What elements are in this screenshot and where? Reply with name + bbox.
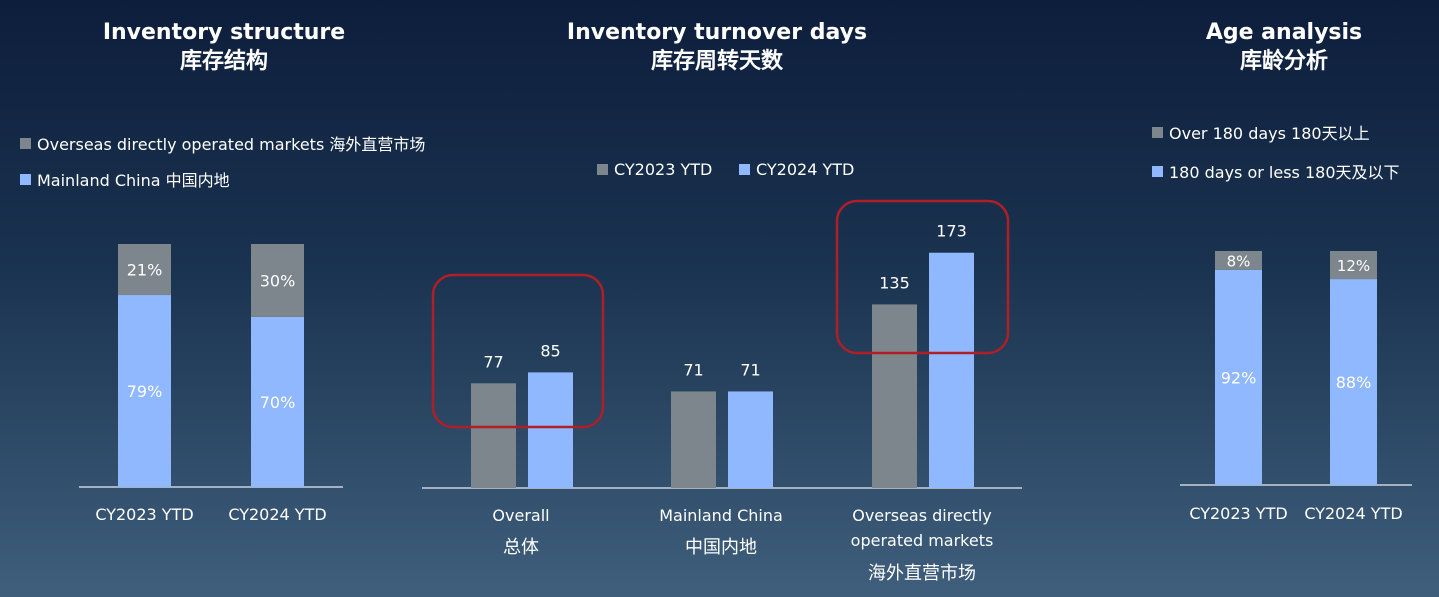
legend-label: CY2024 YTD bbox=[756, 160, 855, 179]
bar-cy2024 bbox=[528, 372, 573, 488]
data-label: 30% bbox=[260, 271, 296, 290]
bar-overseas bbox=[118, 244, 171, 296]
bar-cy2024 bbox=[929, 252, 974, 488]
turnover-legend-2023: CY2023 YTD bbox=[597, 160, 712, 179]
bar-over-180 bbox=[1215, 251, 1262, 270]
data-label: 21% bbox=[127, 261, 163, 280]
turnover-title-zh: 库存周转天数 bbox=[650, 49, 783, 74]
legend-label: 180 days or less 180天及以下 bbox=[1169, 163, 1400, 182]
data-label: 70% bbox=[260, 393, 296, 412]
turnover-legend-2024: CY2024 YTD bbox=[739, 160, 854, 179]
x-tick-label-zh: 总体 bbox=[503, 537, 539, 558]
data-label: 77 bbox=[483, 352, 503, 371]
age-legend-over180: Over 180 days 180天以上 bbox=[1152, 120, 1370, 144]
highlight-box-overall bbox=[431, 273, 605, 429]
legend-swatch-blue bbox=[1152, 165, 1163, 177]
x-tick-label-zh: 海外直营市场 bbox=[868, 563, 976, 584]
bar-mainland bbox=[251, 316, 304, 487]
x-tick-label: CY2023 YTD bbox=[95, 505, 193, 524]
turnover-title-en: Inventory turnover days bbox=[566, 20, 868, 45]
data-label: 85 bbox=[540, 341, 560, 360]
data-label: 71 bbox=[740, 360, 760, 379]
data-label: 173 bbox=[936, 222, 967, 241]
bar-cy2024 bbox=[728, 391, 773, 488]
legend-label: Over 180 days 180天以上 bbox=[1169, 124, 1370, 143]
legend-label: Overseas directly operated markets 海外直营市… bbox=[37, 135, 426, 154]
legend-swatch-gray bbox=[597, 164, 608, 175]
x-tick-label: operated markets bbox=[851, 531, 994, 550]
x-tick-label: CY2023 YTD bbox=[1189, 504, 1287, 523]
age-title-en: Age analysis bbox=[1205, 20, 1363, 45]
bar-mainland bbox=[118, 295, 171, 487]
data-label: 92% bbox=[1221, 368, 1257, 387]
structure-legend-mainland: Mainland China 中国内地 bbox=[20, 167, 230, 191]
data-label: 135 bbox=[879, 273, 910, 292]
x-tick-label-zh: 中国内地 bbox=[685, 537, 757, 558]
legend-label: Mainland China 中国内地 bbox=[37, 171, 230, 190]
bar-cy2023 bbox=[872, 304, 917, 488]
x-tick-label: Overseas directly bbox=[852, 506, 992, 525]
age-legend-180less: 180 days or less 180天及以下 bbox=[1152, 159, 1400, 183]
bar-over-180 bbox=[1330, 251, 1377, 280]
bar-180-or-less bbox=[1215, 269, 1262, 485]
structure-title: Inventory structure 库存结构 bbox=[74, 18, 374, 76]
data-label: 79% bbox=[127, 382, 163, 401]
legend-swatch-gray bbox=[1152, 126, 1163, 138]
highlight-box-overseas bbox=[835, 199, 1010, 355]
bar-cy2023 bbox=[671, 391, 716, 488]
structure-title-en: Inventory structure bbox=[102, 20, 346, 45]
age-title-zh: 库龄分析 bbox=[1239, 49, 1328, 74]
x-tick-label: Mainland China bbox=[659, 506, 783, 525]
data-label: 12% bbox=[1337, 257, 1370, 275]
data-label: 88% bbox=[1336, 373, 1372, 392]
structure-legend-overseas: Overseas directly operated markets 海外直营市… bbox=[20, 131, 425, 155]
turnover-title: Inventory turnover days 库存周转天数 bbox=[517, 18, 917, 76]
data-label: 71 bbox=[683, 360, 703, 379]
legend-swatch-blue bbox=[739, 164, 750, 175]
legend-swatch-gray bbox=[20, 137, 31, 149]
bar-overseas bbox=[251, 244, 304, 317]
legend-label: CY2023 YTD bbox=[614, 160, 713, 179]
x-tick-label: CY2024 YTD bbox=[1304, 504, 1402, 523]
x-tick-label: Overall bbox=[492, 506, 549, 525]
legend-swatch-blue bbox=[20, 173, 31, 185]
age-title: Age analysis 库龄分析 bbox=[1164, 18, 1404, 76]
x-tick-label: CY2024 YTD bbox=[228, 505, 326, 524]
structure-title-zh: 库存结构 bbox=[179, 49, 268, 74]
data-label: 8% bbox=[1227, 252, 1251, 270]
bar-180-or-less bbox=[1330, 279, 1377, 485]
bar-cy2023 bbox=[471, 383, 516, 488]
